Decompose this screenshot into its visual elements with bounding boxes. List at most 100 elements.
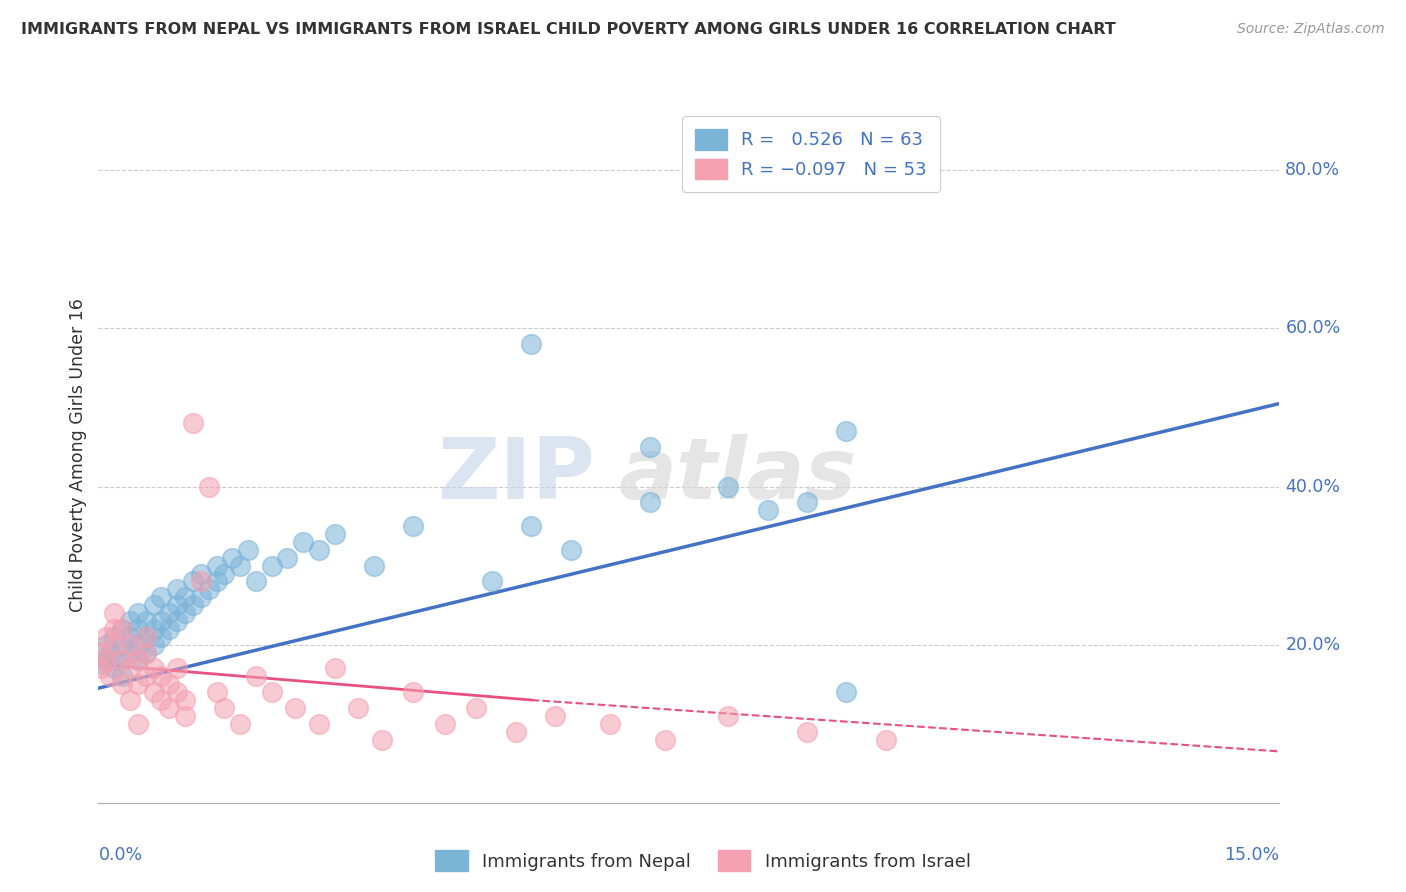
Point bbox=[103, 630, 125, 644]
Point bbox=[107, 653, 129, 667]
Point bbox=[181, 598, 204, 612]
Text: 15.0%: 15.0% bbox=[1225, 847, 1279, 864]
Point bbox=[347, 701, 370, 715]
Y-axis label: Child Poverty Among Girls Under 16: Child Poverty Among Girls Under 16 bbox=[69, 298, 87, 612]
Text: 60.0%: 60.0% bbox=[1285, 319, 1340, 337]
Point bbox=[135, 646, 157, 660]
Point bbox=[835, 424, 858, 438]
Point bbox=[118, 646, 141, 660]
Point bbox=[260, 685, 283, 699]
Text: atlas: atlas bbox=[619, 434, 856, 517]
Point bbox=[111, 669, 134, 683]
Point bbox=[118, 693, 141, 707]
Text: ZIP: ZIP bbox=[437, 434, 595, 517]
Point bbox=[127, 653, 149, 667]
Point bbox=[229, 716, 252, 731]
Point bbox=[135, 630, 157, 644]
Point bbox=[91, 646, 114, 660]
Point bbox=[135, 646, 157, 660]
Point bbox=[245, 574, 267, 589]
Point bbox=[127, 653, 149, 667]
Point bbox=[308, 542, 330, 557]
Point bbox=[433, 716, 456, 731]
Point bbox=[166, 685, 188, 699]
Point bbox=[90, 661, 112, 675]
Point bbox=[190, 566, 212, 581]
Point bbox=[111, 622, 134, 636]
Point bbox=[118, 638, 141, 652]
Point bbox=[717, 479, 740, 493]
Point bbox=[190, 591, 212, 605]
Point bbox=[135, 614, 157, 628]
Point bbox=[197, 582, 219, 597]
Point bbox=[111, 622, 134, 636]
Point bbox=[505, 724, 527, 739]
Point bbox=[127, 638, 149, 652]
Legend: R =   0.526   N = 63, R = −0.097   N = 53: R = 0.526 N = 63, R = −0.097 N = 53 bbox=[682, 116, 939, 192]
Point bbox=[560, 542, 582, 557]
Point bbox=[150, 630, 173, 644]
Point bbox=[796, 724, 818, 739]
Point bbox=[654, 732, 676, 747]
Point bbox=[142, 685, 165, 699]
Point bbox=[205, 558, 228, 573]
Point bbox=[174, 591, 197, 605]
Point bbox=[166, 598, 188, 612]
Text: 80.0%: 80.0% bbox=[1285, 161, 1340, 179]
Point bbox=[157, 677, 180, 691]
Point bbox=[308, 716, 330, 731]
Point bbox=[205, 685, 228, 699]
Point bbox=[96, 630, 118, 644]
Point bbox=[875, 732, 897, 747]
Text: Source: ZipAtlas.com: Source: ZipAtlas.com bbox=[1237, 22, 1385, 37]
Point bbox=[181, 417, 204, 431]
Point bbox=[157, 622, 180, 636]
Text: 0.0%: 0.0% bbox=[98, 847, 142, 864]
Point bbox=[197, 479, 219, 493]
Point bbox=[481, 574, 503, 589]
Point bbox=[323, 661, 346, 675]
Point bbox=[292, 534, 315, 549]
Point bbox=[190, 574, 212, 589]
Point bbox=[111, 638, 134, 652]
Point bbox=[835, 685, 858, 699]
Point bbox=[98, 669, 121, 683]
Point bbox=[157, 701, 180, 715]
Point bbox=[323, 527, 346, 541]
Point bbox=[150, 669, 173, 683]
Text: 20.0%: 20.0% bbox=[1285, 636, 1340, 654]
Point bbox=[103, 661, 125, 675]
Point bbox=[166, 614, 188, 628]
Point bbox=[638, 440, 661, 454]
Point bbox=[520, 519, 543, 533]
Point bbox=[103, 638, 125, 652]
Point bbox=[91, 657, 114, 672]
Point bbox=[127, 622, 149, 636]
Point bbox=[111, 653, 134, 667]
Point bbox=[214, 701, 236, 715]
Point bbox=[371, 732, 394, 747]
Point bbox=[402, 685, 425, 699]
Point bbox=[111, 677, 134, 691]
Point bbox=[284, 701, 307, 715]
Point bbox=[135, 669, 157, 683]
Point bbox=[174, 708, 197, 723]
Point bbox=[142, 622, 165, 636]
Point bbox=[118, 614, 141, 628]
Point bbox=[236, 542, 259, 557]
Text: IMMIGRANTS FROM NEPAL VS IMMIGRANTS FROM ISRAEL CHILD POVERTY AMONG GIRLS UNDER : IMMIGRANTS FROM NEPAL VS IMMIGRANTS FROM… bbox=[21, 22, 1116, 37]
Point bbox=[221, 550, 243, 565]
Point bbox=[150, 591, 173, 605]
Point bbox=[135, 630, 157, 644]
Point bbox=[544, 708, 567, 723]
Legend: Immigrants from Nepal, Immigrants from Israel: Immigrants from Nepal, Immigrants from I… bbox=[427, 843, 979, 879]
Point bbox=[276, 550, 298, 565]
Point bbox=[756, 503, 779, 517]
Point bbox=[127, 716, 149, 731]
Point bbox=[103, 622, 125, 636]
Point bbox=[96, 653, 118, 667]
Point bbox=[127, 677, 149, 691]
Point bbox=[174, 606, 197, 620]
Point bbox=[717, 708, 740, 723]
Point bbox=[96, 638, 118, 652]
